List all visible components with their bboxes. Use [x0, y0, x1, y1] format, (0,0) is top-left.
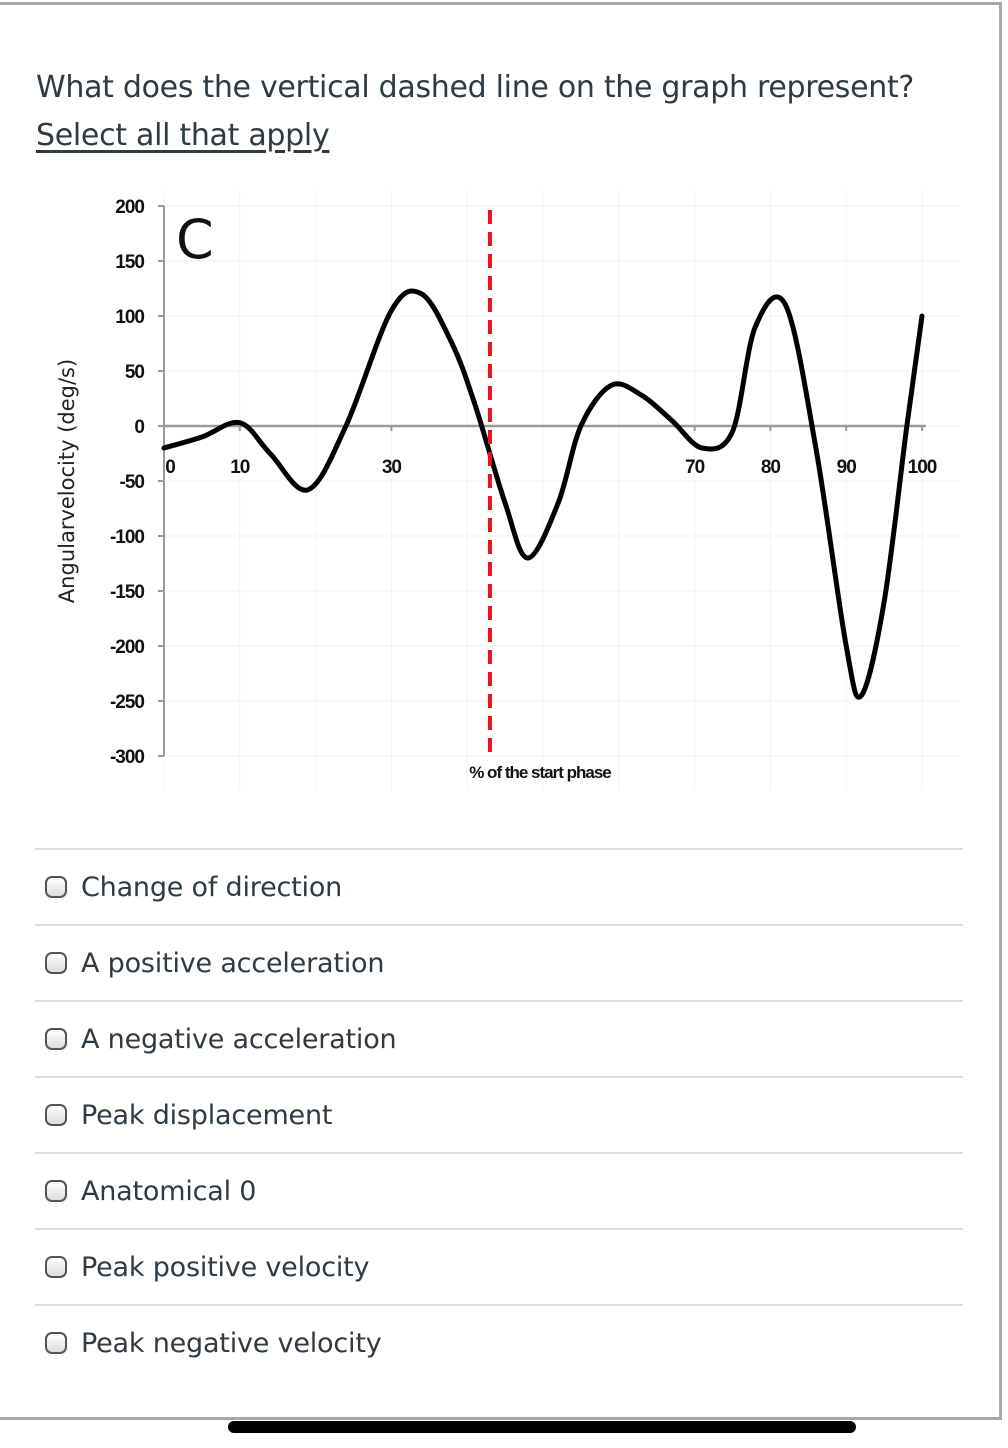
x-tick-label: 80	[761, 457, 781, 478]
answer-label: Peak positive velocity	[81, 1251, 370, 1283]
answer-option[interactable]: Peak displacement	[35, 1076, 963, 1152]
answer-list: Change of direction A positive accelerati…	[35, 848, 963, 1380]
angular-velocity-chart: 200 150 100 50 0 -50 -100 -150 -200 -250 -300 0 10 30…	[40, 180, 970, 800]
y-tick-label: -300	[110, 747, 144, 768]
select-all-link[interactable]: Select all that apply	[36, 118, 330, 153]
y-tick-label: -150	[110, 582, 144, 603]
x-tick-label: 90	[837, 457, 857, 478]
x-tick-label: 70	[685, 457, 705, 478]
y-tick-label: -200	[110, 637, 144, 658]
answer-label: A positive acceleration	[81, 947, 385, 979]
x-tick-label: 30	[382, 457, 402, 478]
answer-option[interactable]: Change of direction	[35, 848, 963, 924]
velocity-curve	[161, 288, 925, 700]
y-tick-label: 200	[115, 197, 144, 218]
x-tick-label: 100	[908, 457, 937, 478]
checkbox-icon[interactable]	[45, 952, 67, 974]
chart-svg: 200 150 100 50 0 -50 -100 -150 -200 -250 -300 0 10 30…	[55, 190, 960, 790]
answer-option[interactable]: A negative acceleration	[35, 1000, 963, 1076]
answer-option[interactable]: Peak negative velocity	[35, 1304, 963, 1380]
question-frame	[0, 2, 1002, 1420]
home-indicator[interactable]	[228, 1421, 856, 1433]
checkbox-icon[interactable]	[45, 1180, 67, 1202]
answer-label: A negative acceleration	[81, 1023, 397, 1055]
answer-label: Change of direction	[81, 871, 343, 903]
y-tick-label: -50	[120, 472, 145, 493]
question-text: What does the vertical dashed line on th…	[36, 64, 966, 160]
x-axis-label: % of the start phase	[469, 763, 611, 782]
answer-label: Peak displacement	[81, 1099, 333, 1131]
checkbox-icon[interactable]	[45, 1028, 67, 1050]
y-tick-label: 50	[125, 362, 145, 383]
panel-label: C	[176, 208, 214, 271]
y-tick-label: -100	[110, 527, 144, 548]
answer-option[interactable]: Peak positive velocity	[35, 1228, 963, 1304]
y-tick-label: 150	[115, 252, 144, 273]
answer-option[interactable]: A positive acceleration	[35, 924, 963, 1000]
y-tick-label: 100	[115, 307, 144, 328]
y-tick-label: 0	[134, 417, 144, 438]
answer-label: Anatomical 0	[81, 1175, 257, 1207]
checkbox-icon[interactable]	[45, 876, 67, 898]
question-prompt: What does the vertical dashed line on th…	[36, 70, 915, 105]
checkbox-icon[interactable]	[45, 1104, 67, 1126]
y-axis-label: Angularvelocity (deg/s)	[55, 359, 79, 603]
x-tick-label: 10	[230, 457, 250, 478]
checkbox-icon[interactable]	[45, 1332, 67, 1354]
y-tick-label: -250	[110, 692, 144, 713]
answer-option[interactable]: Anatomical 0	[35, 1152, 963, 1228]
answer-label: Peak negative velocity	[81, 1327, 382, 1359]
checkbox-icon[interactable]	[45, 1256, 67, 1278]
x-tick-label: 0	[165, 457, 175, 478]
